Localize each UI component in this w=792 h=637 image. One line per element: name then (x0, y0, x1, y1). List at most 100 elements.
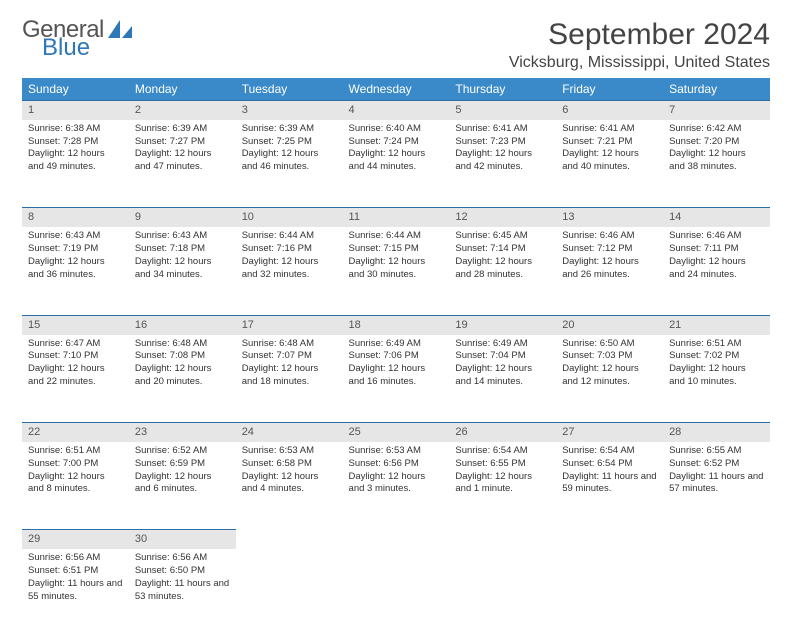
sunrise-line: Sunrise: 6:44 AM (349, 230, 444, 243)
day-number: 21 (663, 315, 770, 334)
daylight-line: Daylight: 12 hours and 34 minutes. (135, 256, 230, 282)
day-number: 30 (129, 530, 236, 549)
day-number: 13 (556, 208, 663, 227)
weekday-header: Tuesday (236, 78, 343, 101)
daylight-line: Daylight: 12 hours and 16 minutes. (349, 363, 444, 389)
sunrise-line: Sunrise: 6:43 AM (135, 230, 230, 243)
day-cell: Sunrise: 6:41 AMSunset: 7:23 PMDaylight:… (449, 120, 556, 208)
header: General Blue September 2024 Vicksburg, M… (22, 18, 770, 72)
daylight-line: Daylight: 12 hours and 49 minutes. (28, 148, 123, 174)
daylight-line: Daylight: 12 hours and 36 minutes. (28, 256, 123, 282)
daylight-line: Daylight: 12 hours and 14 minutes. (455, 363, 550, 389)
sunrise-line: Sunrise: 6:49 AM (455, 338, 550, 351)
sunset-line: Sunset: 7:27 PM (135, 136, 230, 149)
day-data-row: Sunrise: 6:47 AMSunset: 7:10 PMDaylight:… (22, 335, 770, 423)
day-cell: Sunrise: 6:56 AMSunset: 6:51 PMDaylight:… (22, 549, 129, 637)
weekday-header: Saturday (663, 78, 770, 101)
sunrise-line: Sunrise: 6:56 AM (135, 552, 230, 565)
day-data-row: Sunrise: 6:56 AM Sunset: 6:51 PMDaylight:… (22, 549, 770, 637)
sunrise-line: Sunrise: 6:48 AM (135, 338, 230, 351)
day-number-row: 22232425262728 (22, 423, 770, 442)
day-cell: Sunrise: 6:46 AMSunset: 7:12 PMDaylight:… (556, 227, 663, 315)
sunrise-line: Sunrise: 6:53 AM (242, 445, 337, 458)
empty-cell (556, 530, 663, 549)
title-block: September 2024 Vicksburg, Mississippi, U… (509, 18, 770, 72)
sunrise-line: Sunrise: 6:46 AM (562, 230, 657, 243)
sunrise-line: Sunrise: 6:46 AM (669, 230, 764, 243)
day-number: 15 (22, 315, 129, 334)
day-cell: Sunrise: 6:52 AMSunset: 6:59 PMDaylight:… (129, 442, 236, 530)
sunset-line: Sunset: 6:58 PM (242, 458, 337, 471)
day-cell: Sunrise: 6:40 AMSunset: 7:24 PMDaylight:… (343, 120, 450, 208)
sunset-line: Sunset: 6:56 PM (349, 458, 444, 471)
day-number: 2 (129, 101, 236, 120)
day-number: 26 (449, 423, 556, 442)
sunset-line: Sunset: 6:51 PM (28, 565, 123, 578)
day-number: 29 (22, 530, 129, 549)
sunrise-line: Sunrise: 6:55 AM (669, 445, 764, 458)
daylight-line: Daylight: 11 hours and 57 minutes. (669, 471, 764, 497)
day-number: 22 (22, 423, 129, 442)
weekday-header: Wednesday (343, 78, 450, 101)
day-number-row: 891011121314 (22, 208, 770, 227)
sunrise-line: Sunrise: 6:51 AM (28, 445, 123, 458)
empty-cell (449, 549, 556, 637)
sunset-line: Sunset: 7:03 PM (562, 350, 657, 363)
day-cell: Sunrise: 6:50 AMSunset: 7:03 PMDaylight:… (556, 335, 663, 423)
day-data-row: Sunrise: 6:51 AMSunset: 7:00 PMDaylight:… (22, 442, 770, 530)
day-number: 10 (236, 208, 343, 227)
day-cell: Sunrise: 6:38 AMSunset: 7:28 PMDaylight:… (22, 120, 129, 208)
empty-cell (236, 549, 343, 637)
logo-sail-icon (106, 18, 134, 40)
month-title: September 2024 (509, 18, 770, 52)
day-cell: Sunrise: 6:39 AMSunset: 7:25 PMDaylight:… (236, 120, 343, 208)
sunset-line: Sunset: 7:20 PM (669, 136, 764, 149)
day-number: 14 (663, 208, 770, 227)
empty-cell (343, 549, 450, 637)
sunset-line: Sunset: 7:10 PM (28, 350, 123, 363)
day-number: 23 (129, 423, 236, 442)
day-cell: Sunrise: 6:46 AMSunset: 7:11 PMDaylight:… (663, 227, 770, 315)
sunrise-line: Sunrise: 6:52 AM (135, 445, 230, 458)
daylight-line: Daylight: 12 hours and 38 minutes. (669, 148, 764, 174)
daylight-line: Daylight: 12 hours and 4 minutes. (242, 471, 337, 497)
daylight-line: Daylight: 12 hours and 18 minutes. (242, 363, 337, 389)
empty-cell (343, 530, 450, 549)
sunset-line: Sunset: 7:11 PM (669, 243, 764, 256)
sunset-line: Sunset: 7:00 PM (28, 458, 123, 471)
sunrise-line: Sunrise: 6:54 AM (455, 445, 550, 458)
daylight-line: Daylight: 12 hours and 42 minutes. (455, 148, 550, 174)
day-number-row: 2930 (22, 530, 770, 549)
daylight-line: Daylight: 12 hours and 30 minutes. (349, 256, 444, 282)
sunset-line: Sunset: 7:07 PM (242, 350, 337, 363)
daylight-line: Daylight: 12 hours and 46 minutes. (242, 148, 337, 174)
daylight-line: Daylight: 12 hours and 10 minutes. (669, 363, 764, 389)
daylight-line: Daylight: 12 hours and 22 minutes. (28, 363, 123, 389)
sunset-line: Sunset: 6:54 PM (562, 458, 657, 471)
location: Vicksburg, Mississippi, United States (509, 54, 770, 72)
day-cell: Sunrise: 6:51 AMSunset: 7:02 PMDaylight:… (663, 335, 770, 423)
day-data-row: Sunrise: 6:43 AMSunset: 7:19 PMDaylight:… (22, 227, 770, 315)
daylight-line: Daylight: 12 hours and 3 minutes. (349, 471, 444, 497)
sunset-line: Sunset: 6:50 PM (135, 565, 230, 578)
sunset-line: Sunset: 6:52 PM (669, 458, 764, 471)
day-number: 1 (22, 101, 129, 120)
daylight-line: Daylight: 12 hours and 24 minutes. (669, 256, 764, 282)
daylight-line: Daylight: 12 hours and 1 minute. (455, 471, 550, 497)
weekday-header: Friday (556, 78, 663, 101)
day-number: 7 (663, 101, 770, 120)
day-number: 9 (129, 208, 236, 227)
sunset-line: Sunset: 7:25 PM (242, 136, 337, 149)
sunrise-line: Sunrise: 6:47 AM (28, 338, 123, 351)
sunset-line: Sunset: 7:19 PM (28, 243, 123, 256)
daylight-line: Daylight: 11 hours and 59 minutes. (562, 471, 657, 497)
sunrise-line: Sunrise: 6:40 AM (349, 123, 444, 136)
day-number-row: 1234567 (22, 101, 770, 120)
day-cell: Sunrise: 6:53 AMSunset: 6:58 PMDaylight:… (236, 442, 343, 530)
sunset-line: Sunset: 7:18 PM (135, 243, 230, 256)
daylight-line: Daylight: 12 hours and 8 minutes. (28, 471, 123, 497)
daylight-line: Daylight: 12 hours and 6 minutes. (135, 471, 230, 497)
daylight-line: Daylight: 11 hours and 55 minutes. (28, 578, 123, 604)
day-number: 25 (343, 423, 450, 442)
empty-cell (663, 549, 770, 637)
